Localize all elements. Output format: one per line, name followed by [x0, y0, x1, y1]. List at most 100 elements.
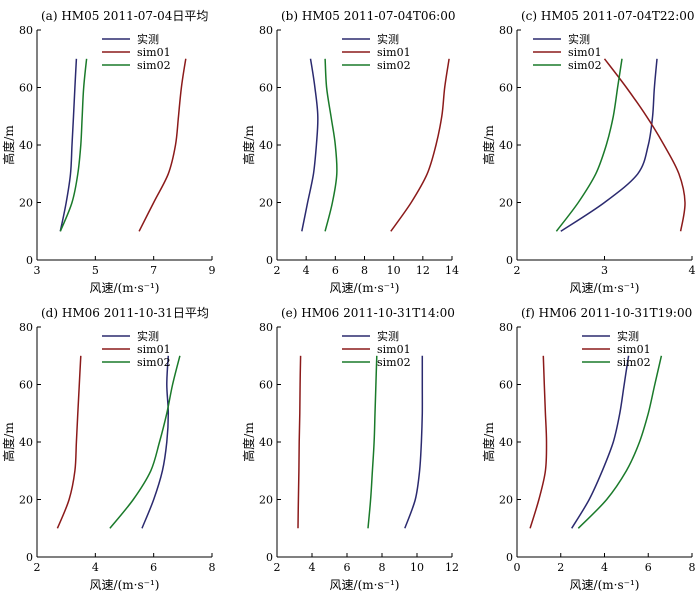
x-tick-label: 6: [344, 561, 351, 574]
x-tick-label: 8: [379, 561, 386, 574]
y-tick-label: 20: [259, 494, 273, 507]
chart-panel-0: (a) HM05 2011-07-04日平均 3 5 7 9 0 20 40 60 80 风速/(m…: [1, 9, 216, 295]
x-tick-label: 2: [557, 561, 564, 574]
chart-panel-5: (f) HM06 2011-10-31T19:000 2 4 6 8020406080风…: [481, 306, 696, 592]
x-tick-label: 3: [34, 264, 41, 277]
series-line-sim01: [297, 355, 302, 529]
y-axis-label: 高度/m: [481, 125, 496, 165]
y-tick-label: 40: [19, 139, 33, 152]
x-tick-label: 4: [303, 264, 310, 277]
series-line-sim01: [390, 58, 450, 232]
y-tick-label: 80: [19, 24, 33, 37]
x-tick-label: 3: [601, 264, 608, 277]
y-tick-label: 60: [259, 82, 273, 95]
y-tick-label: 80: [259, 321, 273, 334]
y-axis-label: 高度/m: [1, 422, 16, 462]
series-line-sim01: [529, 355, 548, 529]
x-axis-label: 风速/(m·s⁻¹): [90, 578, 160, 592]
x-tick-label: 9: [209, 264, 216, 277]
x-tick-label: 8: [209, 561, 216, 574]
chart-title: (c) HM05 2011-07-04T22:00: [521, 9, 695, 23]
x-tick-label: 4: [309, 561, 316, 574]
legend-entry: 实测: [568, 32, 590, 46]
y-axis-label: 高度/m: [481, 422, 496, 462]
y-tick-label: 40: [499, 139, 513, 152]
y-tick-label: 0: [506, 551, 513, 564]
y-tick-label: 80: [259, 24, 273, 37]
x-tick-label: 4: [601, 561, 608, 574]
x-tick-label: 6: [150, 561, 157, 574]
legend-entry: sim02: [137, 356, 171, 369]
series-line-实测: [571, 355, 630, 529]
y-axis-label: 高度/m: [241, 125, 256, 165]
y-tick-label: 0: [26, 254, 33, 267]
series-line-实测: [404, 355, 424, 529]
legend-entry: sim02: [617, 356, 651, 369]
legend-entry: sim01: [137, 46, 171, 59]
y-tick-label: 60: [259, 379, 273, 392]
y-tick-label: 0: [506, 254, 513, 267]
x-tick-label: 2: [34, 561, 41, 574]
y-tick-label: 80: [19, 321, 33, 334]
x-tick-label: 2: [514, 264, 521, 277]
x-tick-label: 6: [332, 264, 339, 277]
y-tick-label: 20: [259, 197, 273, 210]
chart-title: (a) HM05 2011-07-04日平均: [41, 9, 208, 23]
x-tick-label: 5: [92, 264, 99, 277]
legend-entry: sim01: [377, 46, 411, 59]
legend-entry: 实测: [617, 329, 639, 343]
chart-panel-1: (b) HM05 2011-07-04T06:00 2 4 6 8 10 12 14 0 20 40…: [241, 9, 459, 295]
y-tick-label: 40: [499, 436, 513, 449]
legend-entry: sim02: [137, 59, 171, 72]
series-line-sim01: [56, 355, 82, 529]
x-tick-label: 0: [514, 561, 521, 574]
chart-title: (d) HM06 2011-10-31日平均: [41, 306, 209, 320]
x-axis-label: 风速/(m·s⁻¹): [330, 281, 400, 295]
series-line-sim02: [577, 355, 663, 529]
y-axis-label: 高度/m: [1, 125, 16, 165]
y-tick-label: 60: [19, 82, 33, 95]
x-tick-label: 2: [274, 264, 281, 277]
x-tick-label: 7: [150, 264, 157, 277]
x-axis-label: 风速/(m·s⁻¹): [330, 578, 400, 592]
y-tick-label: 20: [499, 197, 513, 210]
series-line-实测: [301, 58, 319, 232]
series-line-sim01: [603, 58, 686, 232]
y-tick-label: 80: [499, 24, 513, 37]
series-line-sim02: [324, 58, 338, 232]
y-tick-label: 60: [499, 82, 513, 95]
chart-title: (e) HM06 2011-10-31T14:00: [281, 306, 455, 320]
series-line-sim01: [138, 58, 187, 232]
legend-entry: sim01: [377, 343, 411, 356]
x-axis-label: 风速/(m·s⁻¹): [570, 578, 640, 592]
y-tick-label: 40: [259, 139, 273, 152]
x-tick-label: 8: [689, 561, 696, 574]
x-tick-label: 10: [387, 264, 401, 277]
y-tick-label: 0: [266, 254, 273, 267]
series-line-sim02: [109, 355, 181, 529]
y-tick-label: 0: [266, 551, 273, 564]
x-tick-label: 4: [689, 264, 696, 277]
x-tick-label: 10: [410, 561, 424, 574]
y-tick-label: 60: [499, 379, 513, 392]
chart-panel-4: (e) HM06 2011-10-31T14:00 2 4 6 8 10 12 0 20 40 60…: [241, 306, 459, 592]
series-line-实测: [59, 58, 78, 232]
x-tick-label: 2: [274, 561, 281, 574]
legend-entry: sim01: [137, 343, 171, 356]
y-tick-label: 0: [26, 551, 33, 564]
y-axis-label: 高度/m: [241, 422, 256, 462]
y-tick-label: 20: [19, 494, 33, 507]
x-tick-label: 4: [92, 561, 99, 574]
y-tick-label: 20: [499, 494, 513, 507]
legend-entry: sim01: [568, 46, 602, 59]
y-tick-label: 40: [259, 436, 273, 449]
series-line-sim02: [367, 355, 378, 529]
series-line-sim02: [555, 58, 623, 232]
x-tick-label: 12: [416, 264, 430, 277]
